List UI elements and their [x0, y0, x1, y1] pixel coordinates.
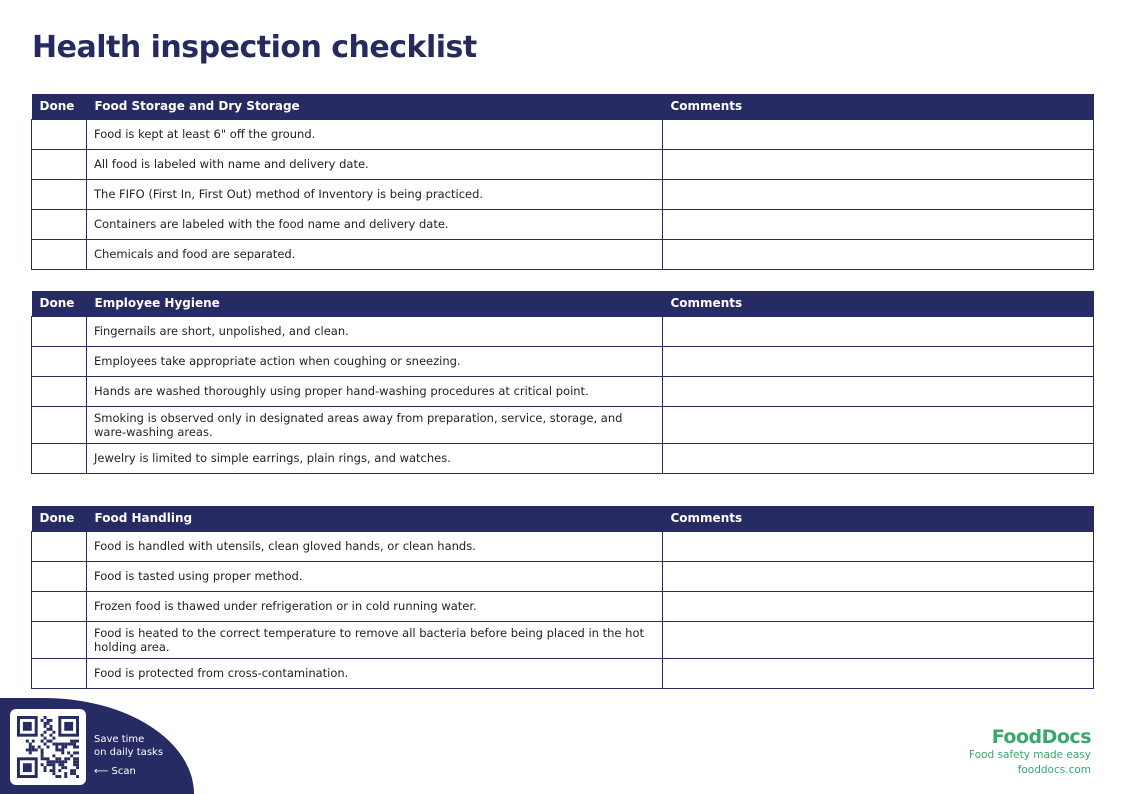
done-checkbox-cell[interactable]: [31, 560, 87, 592]
table-row: Frozen food is thawed under refrigeratio…: [31, 590, 1094, 622]
done-header: Done: [31, 291, 87, 316]
table-row: Food is handled with utensils, clean glo…: [31, 530, 1094, 562]
comments-cell[interactable]: [662, 118, 1094, 150]
done-checkbox-cell[interactable]: [31, 148, 87, 180]
promo-line-2: on daily tasks: [94, 747, 164, 758]
table-row: Food is heated to the correct temperatur…: [31, 620, 1094, 659]
checklist-item: Food is protected from cross-contaminati…: [86, 657, 663, 689]
comments-cell[interactable]: [662, 405, 1094, 444]
done-checkbox-cell[interactable]: [31, 375, 87, 407]
comments-cell[interactable]: [662, 148, 1094, 180]
table-row: Chemicals and food are separated.: [31, 238, 1094, 270]
done-checkbox-cell[interactable]: [31, 178, 87, 210]
qr-code[interactable]: [10, 709, 86, 785]
done-checkbox-cell[interactable]: [31, 405, 87, 444]
checklist-item: Frozen food is thawed under refrigeratio…: [86, 590, 663, 622]
done-checkbox-cell[interactable]: [31, 620, 87, 659]
checklist-item: Chemicals and food are separated.: [86, 238, 663, 270]
section-header: Employee Hygiene: [86, 291, 663, 316]
done-checkbox-cell[interactable]: [31, 442, 87, 474]
comments-cell[interactable]: [662, 315, 1094, 347]
done-header: Done: [31, 94, 87, 119]
comments-cell[interactable]: [662, 657, 1094, 689]
table-row: Containers are labeled with the food nam…: [31, 208, 1094, 240]
fooddocs-logo[interactable]: FoodDocs Food safety made easy fooddocs.…: [969, 726, 1091, 778]
table-row: Food is tasted using proper method.: [31, 560, 1094, 592]
checklist-table-employee-hygiene: Done Employee Hygiene Comments Fingernails …: [31, 291, 1094, 474]
done-checkbox-cell[interactable]: [31, 208, 87, 240]
done-checkbox-cell[interactable]: [31, 590, 87, 622]
checklist-table-food-handling: Done Food Handling Comments Food is handled…: [31, 506, 1094, 689]
table-row: Fingernails are short, unpolished, and c…: [31, 315, 1094, 347]
done-checkbox-cell[interactable]: [31, 530, 87, 562]
section-header: Food Handling: [86, 506, 663, 531]
comments-cell[interactable]: [662, 442, 1094, 474]
checklist-item: Food is tasted using proper method.: [86, 560, 663, 592]
table-header: Done Employee Hygiene Comments: [31, 291, 1094, 316]
comments-cell[interactable]: [662, 375, 1094, 407]
table-row: The FIFO (First In, First Out) method of…: [31, 178, 1094, 210]
table-row: Food is kept at least 6" off the ground.: [31, 118, 1094, 150]
comments-header: Comments: [662, 506, 1094, 531]
comments-cell[interactable]: [662, 620, 1094, 659]
brand-tagline: Food safety made easy: [969, 749, 1091, 761]
table-row: Smoking is observed only in designated a…: [31, 405, 1094, 444]
done-checkbox-cell[interactable]: [31, 657, 87, 689]
comments-cell[interactable]: [662, 530, 1094, 562]
table-row: Hands are washed thoroughly using proper…: [31, 375, 1094, 407]
table-row: Food is protected from cross-contaminati…: [31, 657, 1094, 689]
checklist-item: Food is kept at least 6" off the ground.: [86, 118, 663, 150]
done-header: Done: [31, 506, 87, 531]
done-checkbox-cell[interactable]: [31, 118, 87, 150]
scan-label: ⟵ Scan: [94, 766, 136, 777]
qr-code-icon: [17, 716, 79, 778]
promo-text: Save time on daily tasks: [94, 733, 163, 759]
page-title: Health inspection checklist: [32, 30, 477, 65]
comments-cell[interactable]: [662, 178, 1094, 210]
done-checkbox-cell[interactable]: [31, 315, 87, 347]
checklist-item: Jewelry is limited to simple earrings, p…: [86, 442, 663, 474]
comments-cell[interactable]: [662, 345, 1094, 377]
checklist-table-food-storage: Done Food Storage and Dry Storage Comments…: [31, 94, 1094, 270]
comments-header: Comments: [662, 94, 1094, 119]
promo-line-1: Save time: [94, 734, 145, 745]
comments-cell[interactable]: [662, 560, 1094, 592]
section-header: Food Storage and Dry Storage: [86, 94, 663, 119]
checklist-item: Containers are labeled with the food nam…: [86, 208, 663, 240]
done-checkbox-cell[interactable]: [31, 345, 87, 377]
checklist-item: Fingernails are short, unpolished, and c…: [86, 315, 663, 347]
table-row: Employees take appropriate action when c…: [31, 345, 1094, 377]
table-header: Done Food Handling Comments: [31, 506, 1094, 531]
done-checkbox-cell[interactable]: [31, 238, 87, 270]
brand-url[interactable]: fooddocs.com: [1017, 764, 1091, 776]
comments-header: Comments: [662, 291, 1094, 316]
brand-name: FoodDocs: [991, 726, 1092, 748]
table-row: All food is labeled with name and delive…: [31, 148, 1094, 180]
checklist-item: Hands are washed thoroughly using proper…: [86, 375, 663, 407]
checklist-item: The FIFO (First In, First Out) method of…: [86, 178, 663, 210]
table-header: Done Food Storage and Dry Storage Comments: [31, 94, 1094, 119]
comments-cell[interactable]: [662, 208, 1094, 240]
checklist-item: Smoking is observed only in designated a…: [86, 405, 663, 444]
comments-cell[interactable]: [662, 590, 1094, 622]
checklist-item: All food is labeled with name and delive…: [86, 148, 663, 180]
comments-cell[interactable]: [662, 238, 1094, 270]
checklist-item: Food is heated to the correct temperatur…: [86, 620, 663, 659]
checklist-item: Food is handled with utensils, clean glo…: [86, 530, 663, 562]
table-row: Jewelry is limited to simple earrings, p…: [31, 442, 1094, 474]
checklist-item: Employees take appropriate action when c…: [86, 345, 663, 377]
